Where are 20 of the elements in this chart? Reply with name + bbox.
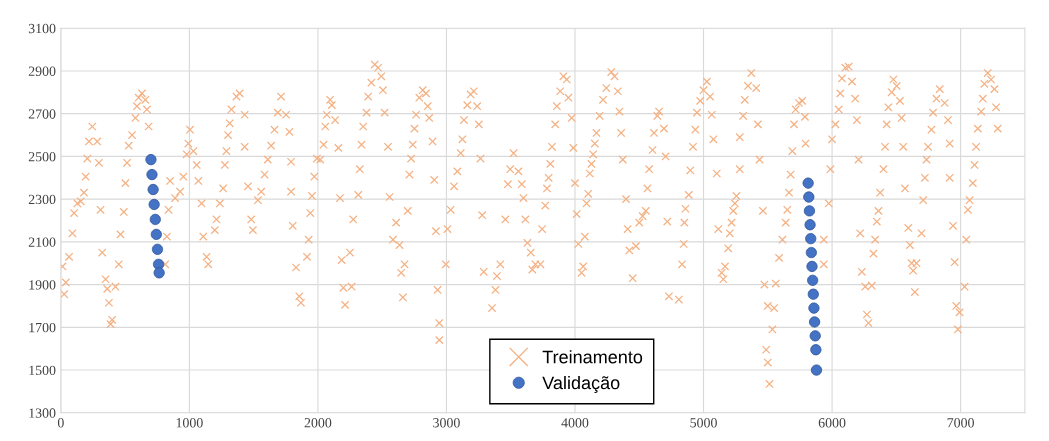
- legend-label: Treinamento: [542, 350, 643, 364]
- x-tick-label: 3000: [433, 418, 460, 428]
- x-tick-label: 5000: [690, 418, 717, 428]
- y-tick-label: 2700: [28, 109, 56, 119]
- y-tick-label: 1900: [29, 280, 56, 290]
- y-tick-label: 1500: [29, 365, 56, 375]
- y-tick-label: 1700: [29, 322, 56, 333]
- x-tick-label: 1000: [176, 418, 203, 428]
- legend-label: Validação: [542, 376, 620, 393]
- y-tick-label: 2500: [28, 151, 56, 162]
- y-tick-label: 1300: [29, 408, 56, 418]
- x-tick-label: 6000: [818, 418, 846, 428]
- x-tick-label: 2000: [304, 418, 332, 428]
- x-tick-label: 4000: [561, 418, 589, 428]
- y-tick-label: 2100: [28, 237, 56, 247]
- y-tick-label: 2300: [28, 194, 56, 205]
- x-tick-label: 0: [57, 418, 64, 428]
- y-tick-label: 3100: [28, 23, 56, 34]
- y-tick-label: 2900: [28, 66, 56, 76]
- x-tick-label: 7000: [947, 418, 974, 428]
